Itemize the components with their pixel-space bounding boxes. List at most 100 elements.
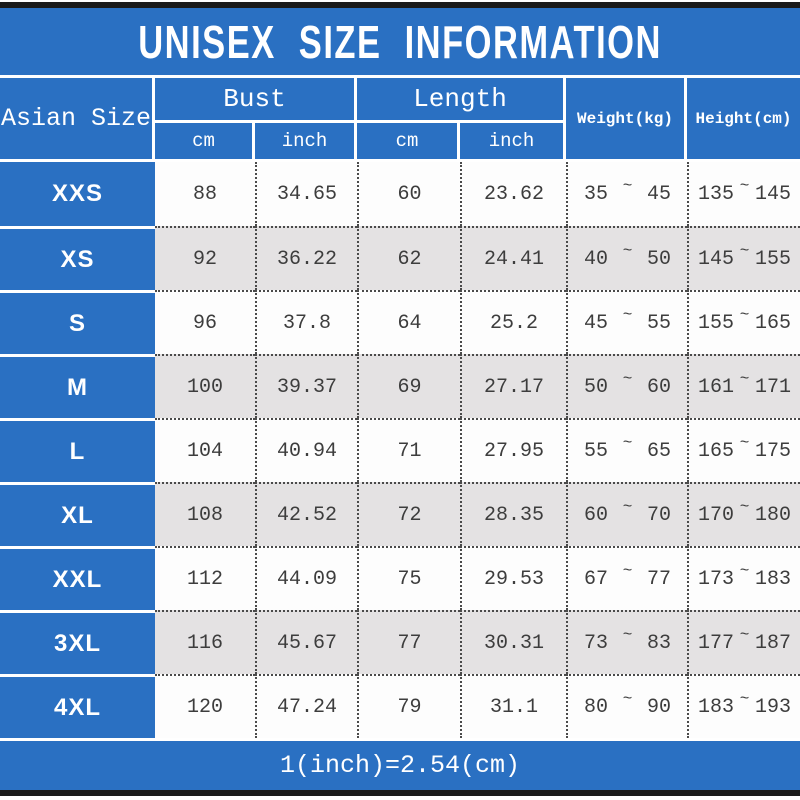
tilde: ~: [739, 370, 750, 388]
cell-XXL-bust_inch: 44.09: [255, 546, 357, 610]
weight-min: 55: [584, 439, 609, 463]
cell-XXS-bust_inch: 34.65: [255, 162, 357, 226]
cell-M-height-range: 161 ~171: [687, 354, 800, 418]
cell-XS-weight-range: 40 ~50: [566, 226, 687, 290]
cell-3XL-length_inch: 30.31: [460, 610, 566, 674]
weight-max: 45: [646, 182, 671, 206]
cell-XL-height-range: 170 ~180: [687, 482, 800, 546]
cell-M-bust_cm: 100: [155, 354, 255, 418]
cell-XXL-length_cm: 75: [357, 546, 460, 610]
size-label-3XL: 3XL: [0, 610, 155, 674]
height-min: 170: [698, 503, 735, 527]
tilde: ~: [622, 177, 633, 195]
size-label-XL: XL: [0, 482, 155, 546]
header-height: Height(cm): [687, 78, 800, 162]
cell-4XL-length_inch: 31.1: [460, 674, 566, 738]
cell-XXL-bust_cm: 112: [155, 546, 255, 610]
height-max: 175: [754, 439, 791, 463]
cell-3XL-height-range: 177 ~187: [687, 610, 800, 674]
top-black-bar: [0, 2, 800, 8]
height-min: 177: [698, 631, 735, 655]
cell-M-weight-range: 50 ~60: [566, 354, 687, 418]
tilde: ~: [739, 690, 750, 708]
height-min: 145: [698, 247, 735, 271]
divider: [0, 75, 800, 78]
weight-max: 65: [646, 439, 671, 463]
cell-XXL-height-range: 173 ~183: [687, 546, 800, 610]
header-bust-inch: inch: [255, 123, 357, 162]
cell-L-bust_inch: 40.94: [255, 418, 357, 482]
weight-max: 70: [646, 503, 671, 527]
size-table: Asian Size Bust Length Weight(kg) Height…: [0, 78, 800, 738]
height-min: 135: [698, 182, 735, 206]
weight-max: 90: [646, 695, 671, 719]
cell-3XL-bust_inch: 45.67: [255, 610, 357, 674]
size-label-XXL: XXL: [0, 546, 155, 610]
cell-XS-height-range: 145 ~155: [687, 226, 800, 290]
tilde: ~: [622, 690, 633, 708]
cell-XS-bust_cm: 92: [155, 226, 255, 290]
header-bust-cm: cm: [155, 123, 255, 162]
cell-S-bust_inch: 37.8: [255, 290, 357, 354]
cell-S-height-range: 155 ~165: [687, 290, 800, 354]
cell-L-weight-range: 55 ~65: [566, 418, 687, 482]
cell-4XL-length_cm: 79: [357, 674, 460, 738]
weight-max: 83: [646, 631, 671, 655]
cell-4XL-bust_cm: 120: [155, 674, 255, 738]
weight-min: 73: [584, 631, 609, 655]
cell-XL-length_cm: 72: [357, 482, 460, 546]
height-max: 171: [754, 375, 791, 399]
height-min: 183: [698, 695, 735, 719]
cell-XL-bust_cm: 108: [155, 482, 255, 546]
cell-L-length_cm: 71: [357, 418, 460, 482]
height-max: 180: [754, 503, 791, 527]
weight-min: 50: [584, 375, 609, 399]
cell-M-length_cm: 69: [357, 354, 460, 418]
cell-XXL-weight-range: 67 ~77: [566, 546, 687, 610]
cell-M-bust_inch: 39.37: [255, 354, 357, 418]
size-label-S: S: [0, 290, 155, 354]
height-max: 183: [754, 567, 791, 591]
conversion-note: 1(inch)=2.54(cm): [279, 751, 521, 780]
cell-XL-bust_inch: 42.52: [255, 482, 357, 546]
size-label-L: L: [0, 418, 155, 482]
cell-4XL-bust_inch: 47.24: [255, 674, 357, 738]
cell-3XL-bust_cm: 116: [155, 610, 255, 674]
cell-3XL-length_cm: 77: [357, 610, 460, 674]
weight-min: 45: [584, 311, 609, 335]
height-min: 173: [698, 567, 735, 591]
cell-4XL-weight-range: 80 ~90: [566, 674, 687, 738]
cell-M-length_inch: 27.17: [460, 354, 566, 418]
cell-L-bust_cm: 104: [155, 418, 255, 482]
cell-XXS-bust_cm: 88: [155, 162, 255, 226]
cell-S-length_cm: 64: [357, 290, 460, 354]
height-max: 145: [754, 182, 791, 206]
weight-min: 60: [584, 503, 609, 527]
tilde: ~: [622, 370, 633, 388]
height-max: 155: [754, 247, 791, 271]
weight-min: 40: [584, 247, 609, 271]
tilde: ~: [622, 434, 633, 452]
footer-banner: 1(inch)=2.54(cm): [0, 738, 800, 790]
size-label-XS: XS: [0, 226, 155, 290]
cell-L-height-range: 165 ~175: [687, 418, 800, 482]
height-min: 165: [698, 439, 735, 463]
cell-XS-length_inch: 24.41: [460, 226, 566, 290]
header-bust: Bust: [155, 78, 357, 123]
page-title: UNISEX SIZE INFORMATION: [138, 15, 662, 68]
weight-max: 50: [646, 247, 671, 271]
cell-S-length_inch: 25.2: [460, 290, 566, 354]
weight-max: 55: [646, 311, 671, 335]
cell-3XL-weight-range: 73 ~83: [566, 610, 687, 674]
height-max: 193: [754, 695, 791, 719]
weight-min: 67: [584, 567, 609, 591]
cell-XL-weight-range: 60 ~70: [566, 482, 687, 546]
header-weight: Weight(kg): [566, 78, 687, 162]
height-max: 187: [754, 631, 791, 655]
title-banner: UNISEX SIZE INFORMATION: [0, 8, 800, 75]
tilde: ~: [622, 626, 633, 644]
tilde: ~: [739, 242, 750, 260]
cell-XXL-length_inch: 29.53: [460, 546, 566, 610]
cell-4XL-height-range: 183 ~193: [687, 674, 800, 738]
cell-XXS-weight-range: 35 ~45: [566, 162, 687, 226]
